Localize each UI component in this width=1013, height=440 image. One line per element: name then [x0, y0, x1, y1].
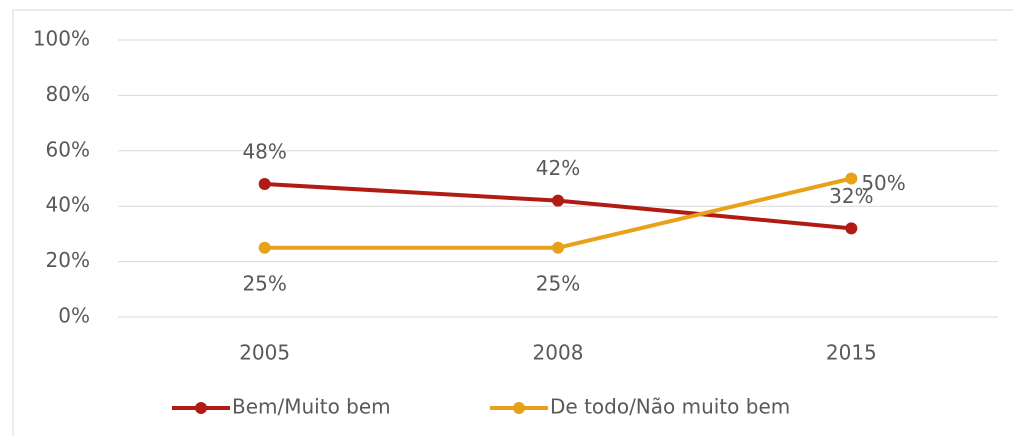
- y-tick-label: 20%: [46, 248, 90, 272]
- legend-label: De todo/Não muito bem: [550, 395, 790, 419]
- x-tick-label: 2015: [826, 341, 877, 365]
- data-label: 25%: [536, 271, 580, 295]
- data-label: 25%: [242, 271, 286, 295]
- y-tick-label: 60%: [46, 137, 90, 161]
- data-label: 48%: [242, 140, 286, 164]
- data-label: 50%: [861, 171, 905, 195]
- x-tick-label: 2005: [239, 341, 290, 365]
- legend-marker: [513, 402, 525, 414]
- data-point: [552, 241, 564, 254]
- y-tick-label: 100%: [33, 27, 90, 51]
- y-tick-label: 80%: [46, 82, 90, 106]
- data-point: [258, 241, 271, 254]
- data-point: [845, 172, 858, 185]
- data-label: 42%: [536, 156, 580, 180]
- chart-frame: [12, 9, 1013, 440]
- data-label: 32%: [829, 184, 873, 208]
- x-tick-label: 2008: [533, 341, 584, 365]
- legend-marker: [195, 402, 207, 414]
- y-tick-label: 0%: [58, 304, 90, 328]
- data-point: [552, 194, 564, 207]
- data-point: [258, 178, 271, 191]
- y-tick-label: 40%: [46, 193, 90, 217]
- data-point: [845, 222, 858, 235]
- legend-label: Bem/Muito bem: [232, 395, 391, 419]
